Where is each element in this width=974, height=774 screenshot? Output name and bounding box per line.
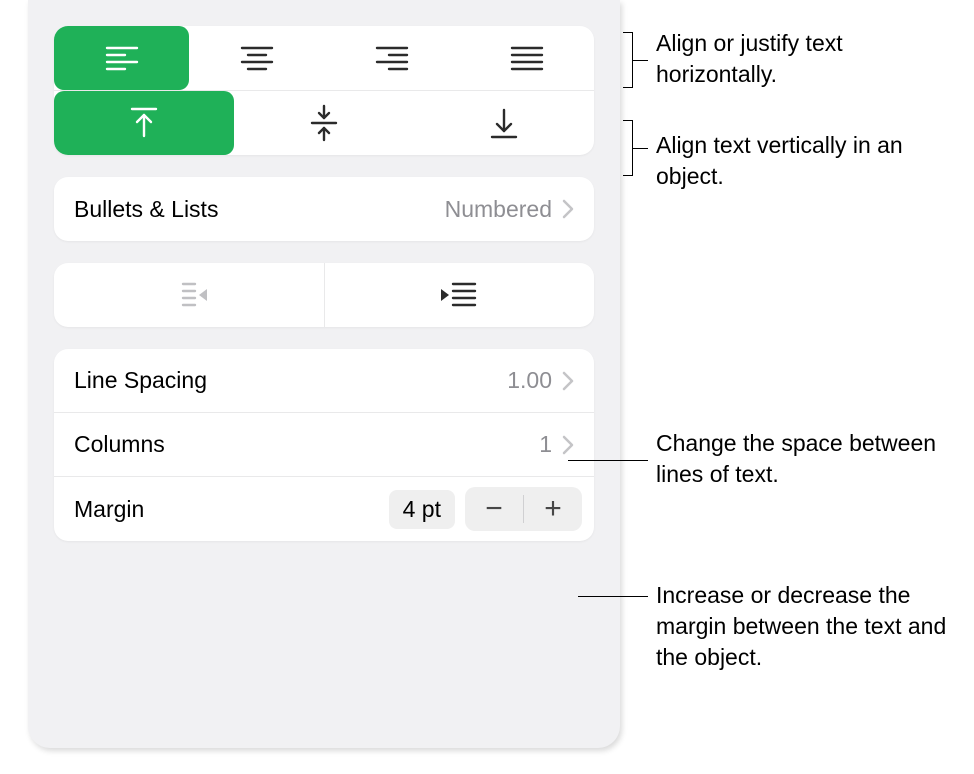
valign-middle-icon xyxy=(310,104,338,142)
chevron-right-icon xyxy=(562,435,574,455)
columns-label: Columns xyxy=(74,431,165,458)
bullets-value: Numbered xyxy=(445,196,552,223)
outdent-icon xyxy=(171,281,207,309)
valign-bottom-button[interactable] xyxy=(414,91,594,155)
line-spacing-label: Line Spacing xyxy=(74,367,207,394)
valign-bottom-icon xyxy=(490,106,518,140)
align-justify-button[interactable] xyxy=(459,26,594,90)
callout-margin: Increase or decrease the margin between … xyxy=(656,580,956,673)
bracket-valign xyxy=(623,120,633,176)
format-panel: Bullets & Lists Numbered xyxy=(28,0,620,748)
valign-top-icon xyxy=(130,106,158,140)
callout-valign: Align text vertically in an object. xyxy=(656,130,916,192)
chevron-right-icon xyxy=(562,371,574,391)
margin-stepper: − + xyxy=(465,487,582,531)
align-left-icon xyxy=(105,45,139,71)
margin-decrease-button[interactable]: − xyxy=(465,487,523,531)
align-right-icon xyxy=(375,45,409,71)
indent-card xyxy=(54,263,594,327)
chevron-right-icon xyxy=(562,199,574,219)
margin-label: Margin xyxy=(74,496,144,523)
bullets-label: Bullets & Lists xyxy=(74,196,218,223)
callout-line xyxy=(633,148,648,149)
margin-increase-button[interactable]: + xyxy=(524,487,582,531)
columns-value: 1 xyxy=(539,431,552,458)
indent-row xyxy=(54,263,594,327)
callout-linespacing: Change the space between lines of text. xyxy=(656,428,956,490)
line-spacing-row[interactable]: Line Spacing 1.00 xyxy=(54,349,594,413)
valign-top-button[interactable] xyxy=(54,91,234,155)
indent-button[interactable] xyxy=(325,263,595,327)
alignment-card xyxy=(54,26,594,155)
horizontal-align-row xyxy=(54,26,594,91)
align-justify-icon xyxy=(510,45,544,71)
callout-line xyxy=(633,60,648,61)
margin-row: Margin 4 pt − + xyxy=(54,477,594,541)
spacing-card: Line Spacing 1.00 Columns 1 Margin 4 pt … xyxy=(54,349,594,541)
indent-icon xyxy=(441,281,477,309)
callout-line xyxy=(568,460,648,461)
line-spacing-value: 1.00 xyxy=(507,367,552,394)
callout-halign: Align or justify text horizontally. xyxy=(656,28,936,90)
align-center-button[interactable] xyxy=(189,26,324,90)
margin-value: 4 pt xyxy=(389,490,455,529)
vertical-align-row xyxy=(54,91,594,155)
bullets-card: Bullets & Lists Numbered xyxy=(54,177,594,241)
align-right-button[interactable] xyxy=(324,26,459,90)
callout-line xyxy=(578,596,648,597)
bracket-halign xyxy=(623,32,633,88)
bullets-row[interactable]: Bullets & Lists Numbered xyxy=(54,177,594,241)
align-left-button[interactable] xyxy=(54,26,189,90)
outdent-button[interactable] xyxy=(54,263,325,327)
align-center-icon xyxy=(240,45,274,71)
columns-row[interactable]: Columns 1 xyxy=(54,413,594,477)
valign-middle-button[interactable] xyxy=(234,91,414,155)
